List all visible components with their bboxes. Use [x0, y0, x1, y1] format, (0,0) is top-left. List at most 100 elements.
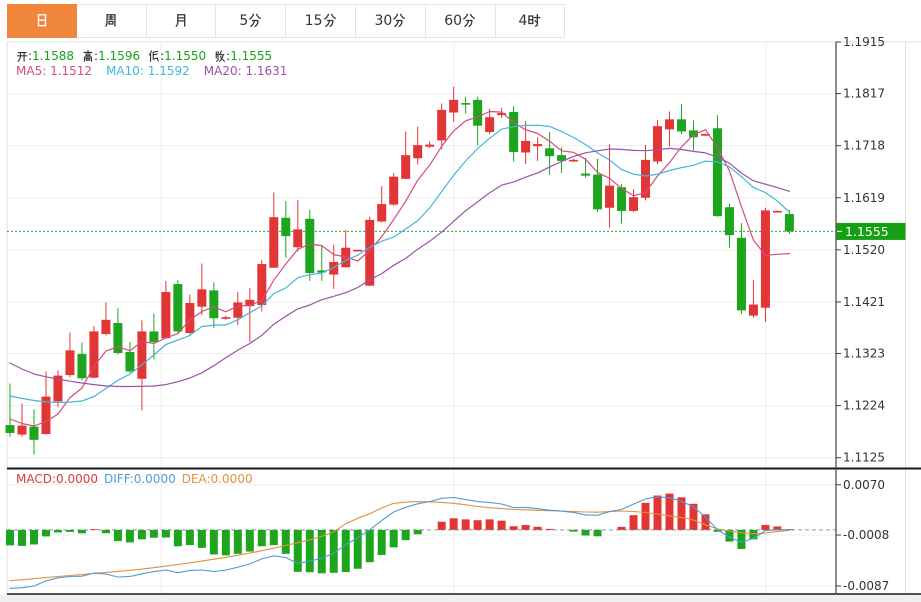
candle-body [473, 99, 483, 126]
macd-bar [65, 529, 74, 532]
axis-label: 1.1323 [843, 347, 885, 361]
axis-label: 1.1421 [843, 295, 885, 309]
macd-bar [101, 529, 110, 534]
axis-label: 1.1125 [843, 451, 885, 465]
candle-body [101, 319, 111, 335]
period-tabbar: 5 15 30 60 4 [7, 4, 566, 38]
ma20-line [9, 147, 791, 388]
macd-bar [485, 519, 494, 530]
candle-body [305, 218, 315, 274]
macd-bar [377, 529, 386, 555]
ma-value: 1.1631 [241, 64, 288, 78]
candle-body [29, 426, 39, 440]
candle-body [760, 210, 770, 308]
candle-body [772, 210, 782, 213]
candle-body [581, 173, 591, 176]
candle-body [389, 176, 399, 205]
candle-body [641, 159, 651, 198]
candle-body [17, 425, 27, 435]
time-axis-strip [0, 594, 921, 602]
ma-label: MA20: [203, 64, 242, 78]
price-tag-value: 1.1555 [845, 224, 889, 239]
candle-body [413, 145, 423, 159]
macd-bar [173, 529, 182, 547]
macd-bar [653, 495, 662, 530]
tab-15分[interactable]: 15 [286, 4, 356, 38]
tab-label [104, 13, 118, 29]
candle-body [161, 291, 171, 339]
candle-body [293, 229, 303, 248]
macd-bar [329, 529, 338, 573]
macd-bar [773, 526, 782, 530]
macd-bar [6, 529, 14, 546]
tab-4时[interactable]: 4 [495, 4, 566, 38]
macd-bar [185, 529, 194, 546]
candle-body [461, 103, 471, 105]
price-tag [836, 222, 906, 240]
axis-label: 1.1619 [843, 191, 885, 205]
ohlc-value: 1.1596 [98, 49, 141, 63]
macd-bar [281, 529, 290, 554]
candle-body [521, 140, 531, 153]
candle-body [425, 144, 435, 147]
macd-bar [137, 529, 146, 540]
macd-bar [749, 529, 758, 540]
tab-5分[interactable]: 5 [216, 4, 287, 38]
macd-item: DIFF:0.0000 [104, 472, 176, 486]
macd-bar [473, 520, 482, 530]
macd-bar [677, 497, 686, 530]
ma-value: 1.1592 [143, 64, 190, 78]
ohlc-label: : [82, 49, 98, 63]
macd-bar [437, 521, 446, 530]
macd-bar [149, 529, 158, 538]
macd-bar [29, 529, 38, 545]
macd-bar [665, 493, 674, 530]
candle-body [353, 249, 363, 252]
axis-label: 1.1224 [843, 399, 885, 413]
tab-30分[interactable]: 30 [355, 4, 426, 38]
macd-bar [113, 529, 122, 542]
ohlc-item: :1.1588 [16, 49, 74, 63]
candle-body [700, 134, 710, 136]
axis-label: 1.1915 [843, 35, 885, 49]
macd-bar [365, 529, 374, 563]
macd-item: DEA:0.0000 [182, 472, 253, 486]
macd-bar [641, 502, 650, 530]
macd-bar [353, 529, 362, 569]
ohlc-legend: :1.1588:1.1596:1.1550:1.1555 [16, 49, 280, 63]
ohlc-label: : [148, 49, 164, 63]
candle-body [449, 99, 459, 113]
diff-line [9, 496, 790, 589]
macd-bar [725, 529, 734, 542]
macd-bar [17, 529, 26, 546]
candle-body [533, 144, 543, 147]
macd-bar [257, 529, 266, 547]
candle-body [149, 331, 159, 342]
macd-label: DIFF: [104, 472, 134, 486]
candle-body [125, 351, 135, 372]
candle-body [257, 264, 267, 306]
macd-bar [341, 529, 350, 573]
candle-body [724, 207, 734, 236]
macd-bar [269, 529, 278, 546]
tab-60分[interactable]: 60 [425, 4, 496, 38]
axis-label: -0.0087 [843, 579, 889, 593]
tab-月[interactable] [146, 4, 217, 38]
ohlc-label: : [214, 49, 230, 63]
macd-value: 0.0000 [133, 472, 176, 486]
macd-bar [737, 529, 746, 549]
macd-bar [401, 529, 410, 541]
macd-bar [233, 529, 242, 554]
macd-legend: MACD:0.0000 DIFF:0.0000 DEA:0.0000 [16, 472, 259, 486]
candle-body [712, 128, 722, 217]
tab-周[interactable] [76, 4, 147, 38]
tab-日[interactable] [7, 4, 77, 38]
ma5-line [9, 110, 791, 427]
macd-bar [449, 518, 458, 530]
candle-body [401, 155, 411, 179]
macd-bar [161, 529, 170, 538]
macd-bar [245, 529, 254, 552]
candle-body [676, 119, 686, 132]
